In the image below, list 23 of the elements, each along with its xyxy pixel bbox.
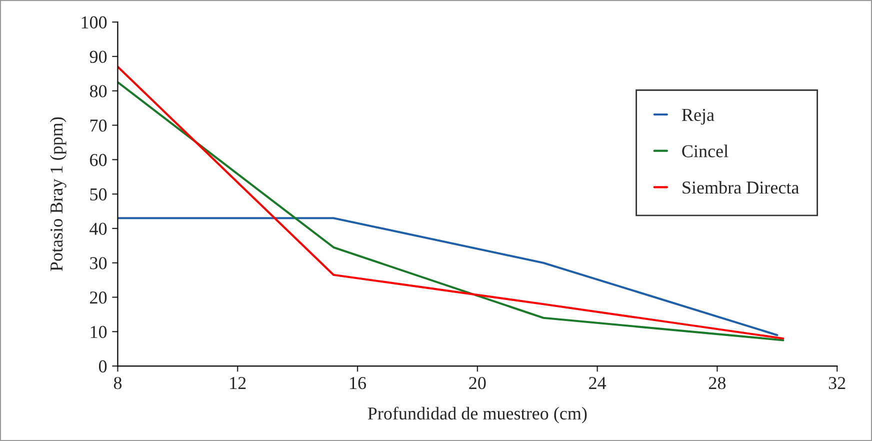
y-tick-label: 70 [90,120,107,132]
legend-label: Cincel [682,144,728,158]
x-tick-label: 24 [589,377,606,389]
x-tick-label: 28 [708,376,726,390]
x-tick-label: 16 [350,377,366,390]
y-tick-label: 100 [82,16,107,28]
y-tick-label: 80 [90,85,107,98]
y-axis-title: Potasio Bray 1 (ppm) [50,117,66,271]
y-tick-label: 90 [90,50,107,63]
y-tick-label: 30 [90,257,107,270]
y-tick-label: 0 [98,360,107,372]
x-tick-label: 12 [230,377,246,389]
x-tick-label: 8 [114,376,122,390]
y-tick-label: 20 [90,291,107,304]
x-axis-title: Profundidad de muestreo (cm) [368,406,587,424]
y-tick-label: 40 [90,222,107,235]
legend-label: Reja [682,108,714,125]
y-tick-label: 60 [90,154,107,166]
x-tick-label: 20 [469,376,486,390]
legend-label: Siembra Directa [682,180,799,194]
x-tick-label: 32 [828,377,846,390]
y-tick-label: 50 [90,188,107,200]
y-tick-label: 10 [90,326,107,338]
